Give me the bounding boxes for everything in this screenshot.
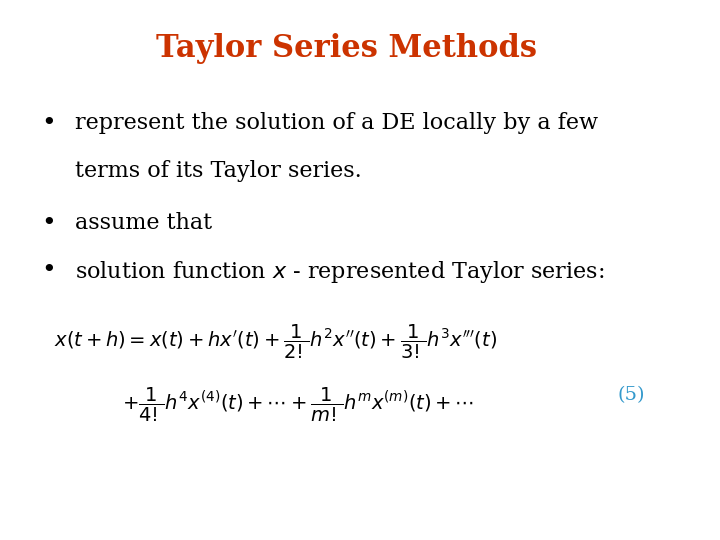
- Text: (5): (5): [618, 386, 645, 404]
- Text: $+ \dfrac{1}{4!}h^4x^{(4)}(t) + \cdots + \dfrac{1}{m!}h^m x^{(m)}(t) + \cdots$: $+ \dfrac{1}{4!}h^4x^{(4)}(t) + \cdots +…: [122, 386, 474, 424]
- Text: solution function $x$ - represented Taylor series:: solution function $x$ - represented Tayl…: [75, 260, 604, 286]
- Text: •: •: [41, 260, 55, 282]
- Text: terms of its Taylor series.: terms of its Taylor series.: [75, 159, 361, 181]
- Text: •: •: [41, 112, 55, 135]
- Text: assume that: assume that: [75, 212, 212, 234]
- Text: Taylor Series Methods: Taylor Series Methods: [156, 33, 537, 64]
- Text: •: •: [41, 212, 55, 235]
- Text: $x(t + h) = x(t) + hx'(t) + \dfrac{1}{2!}h^2x''(t) + \dfrac{1}{3!}h^3x'''(t)$: $x(t + h) = x(t) + hx'(t) + \dfrac{1}{2!…: [55, 322, 498, 361]
- Text: represent the solution of a DE locally by a few: represent the solution of a DE locally b…: [75, 112, 598, 134]
